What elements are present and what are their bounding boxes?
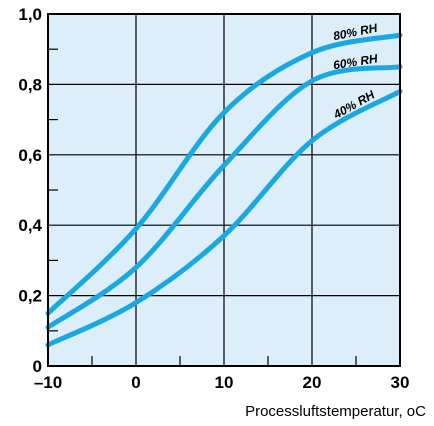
y-tick-label: 1,0 [18,5,42,24]
series-line-80-rh [45,32,403,316]
minor-ticks [48,48,357,366]
x-axis-title: Processluftstemperatur, oC [245,403,426,420]
series-line-60-rh [45,64,403,330]
x-tick-label: 30 [391,373,410,392]
y-tick-label: 0,4 [18,216,42,235]
x-tick-label: 0 [131,373,140,392]
x-tick-label: 10 [215,373,234,392]
series-group [45,32,403,348]
y-tick-label: 0,8 [18,75,42,94]
x-tick-label: –10 [34,373,62,392]
grid [48,14,400,366]
y-tick-label: 0,2 [18,287,42,306]
x-tick-label: 20 [303,373,322,392]
series-line-40-rh [45,88,403,348]
y-tick-label: 0,6 [18,146,42,165]
y-tick-label: 0 [33,357,42,376]
